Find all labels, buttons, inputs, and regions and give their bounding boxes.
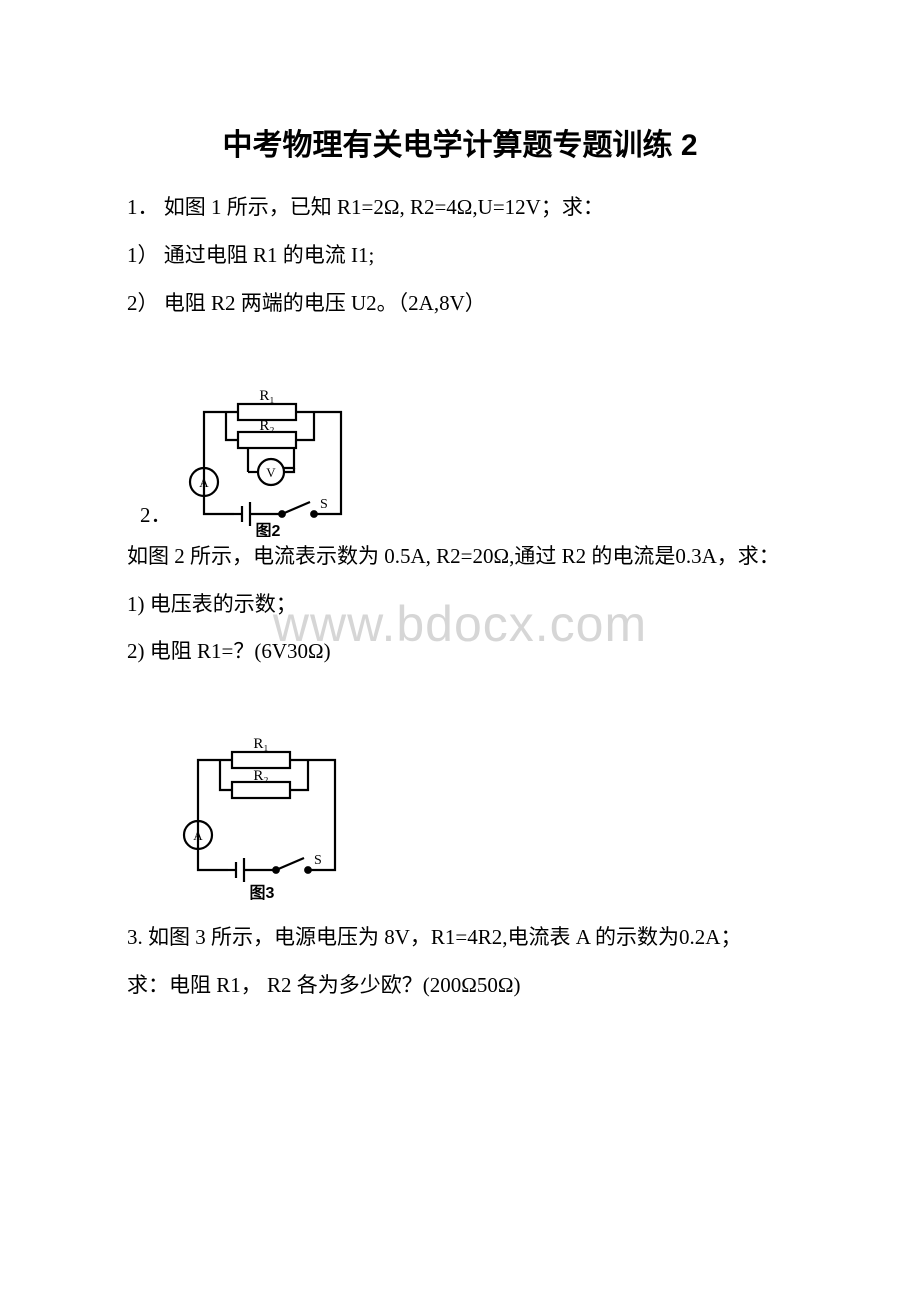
svg-text:A: A	[199, 475, 209, 490]
svg-text:图2: 图2	[255, 522, 280, 537]
q3-sub1: 求：电阻 R1， R2 各为多少欧？(200Ω50Ω)	[85, 966, 835, 1006]
q3-prompt: 3. 如图 3 所示，电源电压为 8V，R1=4R2,电流表 A 的示数为0.2…	[85, 918, 835, 958]
svg-text:R₁: R₁	[253, 736, 268, 752]
document-page: 中考物理有关电学计算题专题训练 2 1． 如图 1 所示，已知 R1=2Ω, R…	[0, 0, 920, 1074]
circuit-3-wrap: R₁ R₂ A S 图3	[180, 730, 835, 900]
circuit-diagram-2: R₁ R₂ A V S 图2	[186, 382, 376, 537]
q1-sub2: 2） 电阻 R2 两端的电压 U2。（2A,8V）	[85, 284, 835, 324]
svg-text:图3: 图3	[250, 884, 275, 900]
svg-text:R₂: R₂	[259, 418, 274, 434]
svg-text:R₁: R₁	[259, 388, 274, 404]
q2-number: 2．	[140, 499, 172, 529]
q2-sub1: 1) 电压表的示数；	[85, 585, 835, 625]
circuit-diagram-3: R₁ R₂ A S 图3	[180, 730, 370, 900]
svg-text:V: V	[266, 465, 276, 480]
q2-prompt: 如图 2 所示，电流表示数为 0.5A, R2=20Ω,通过 R2 的电流是0.…	[85, 537, 835, 577]
page-title: 中考物理有关电学计算题专题训练 2	[85, 120, 835, 164]
q1-sub1: 1） 通过电阻 R1 的电流 I1;	[85, 236, 835, 276]
svg-text:S: S	[320, 497, 328, 512]
q2-sub2: 2) 电阻 R1=？(6V30Ω)	[85, 632, 835, 672]
svg-text:S: S	[314, 853, 322, 868]
svg-text:A: A	[193, 828, 203, 843]
svg-text:R₂: R₂	[253, 768, 268, 784]
q1-prompt: 1． 如图 1 所示，已知 R1=2Ω, R2=4Ω,U=12V；求：	[85, 188, 835, 228]
circuit-2-wrap: 2．	[140, 382, 835, 537]
